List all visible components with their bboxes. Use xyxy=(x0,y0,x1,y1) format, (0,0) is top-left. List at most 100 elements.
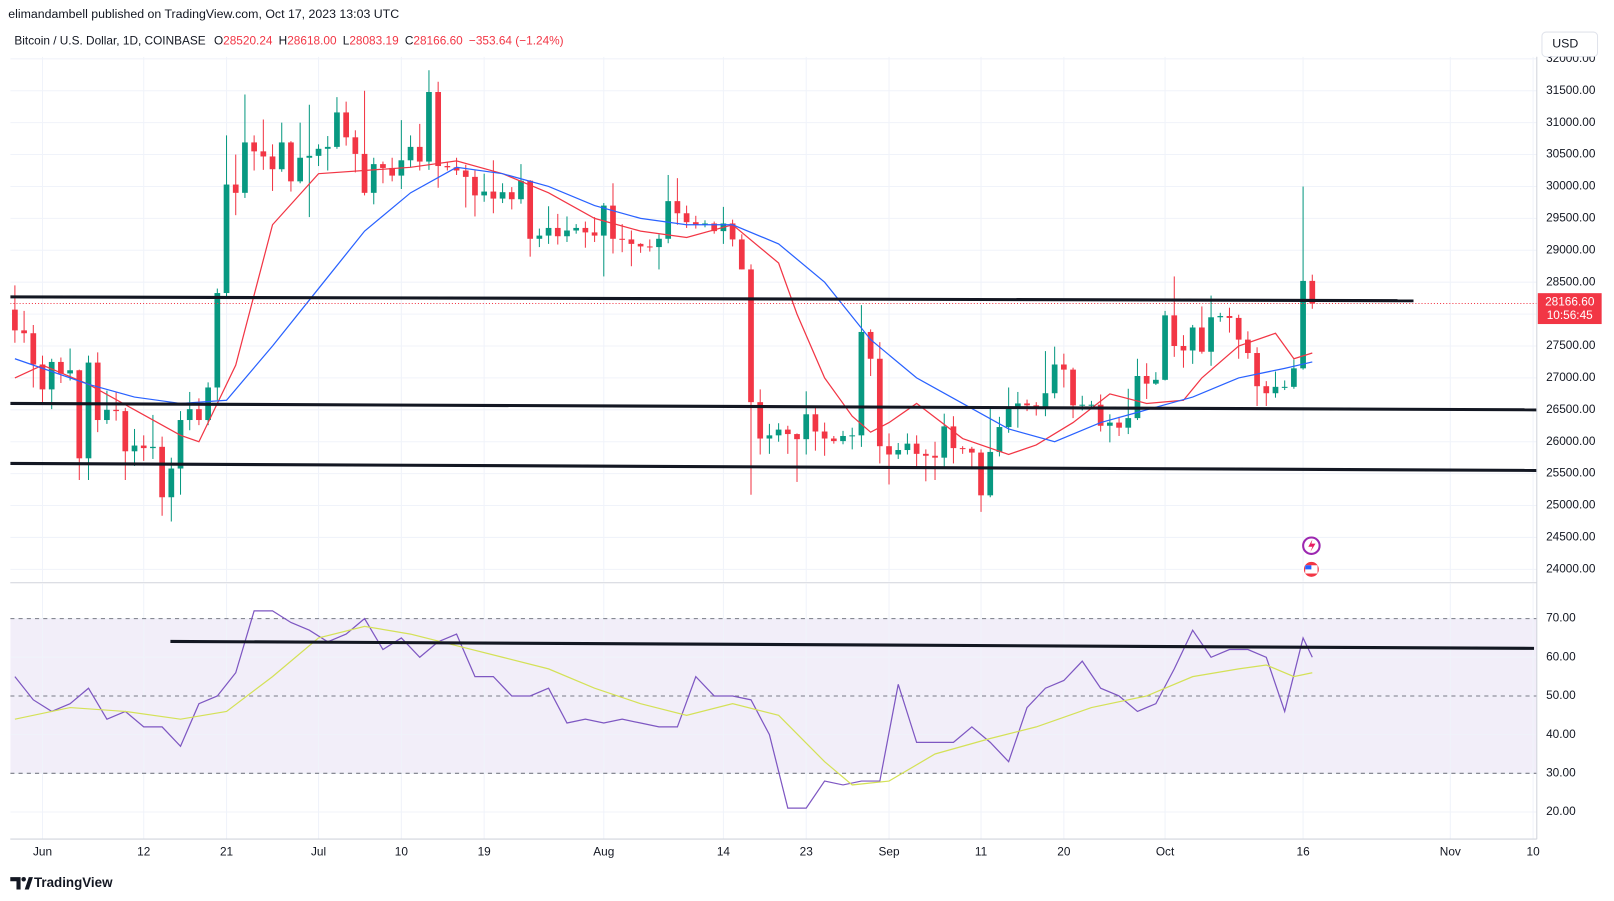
candle-body xyxy=(214,293,221,388)
candle-body xyxy=(738,239,745,270)
candle-body xyxy=(564,230,570,237)
rsi-pane xyxy=(10,583,1537,840)
candle-body xyxy=(361,153,368,193)
candle-body xyxy=(1143,375,1150,384)
x-tick-label: Nov xyxy=(1440,845,1461,859)
candle-body xyxy=(1309,280,1316,304)
x-tick-label: 14 xyxy=(717,845,731,859)
y-tick-label: 20.00 xyxy=(1546,804,1576,818)
logo-mark xyxy=(21,876,26,882)
candle-body xyxy=(288,142,294,182)
candle-body xyxy=(1116,422,1122,428)
candle-body xyxy=(610,205,616,239)
legend-key: C xyxy=(405,33,414,47)
y-tick-label: 25000.00 xyxy=(1546,498,1596,512)
candle-body xyxy=(481,191,488,196)
legend: Bitcoin / U.S. Dollar, 1D, COINBASE O2852… xyxy=(14,33,563,47)
candle-body xyxy=(803,414,810,440)
candle-body xyxy=(968,448,975,453)
y-tick-label: 27500.00 xyxy=(1546,338,1596,352)
candle-body xyxy=(646,246,653,248)
candle-body xyxy=(435,92,442,167)
x-tick-label: Jul xyxy=(311,845,326,859)
event-icon-glyph xyxy=(1305,565,1318,574)
candle-body xyxy=(554,227,561,237)
candle-body xyxy=(370,164,377,193)
logo-mark xyxy=(10,877,21,890)
last-price-tag xyxy=(1537,293,1602,325)
candle-body xyxy=(849,435,856,437)
candle-body xyxy=(21,330,27,334)
candle-body xyxy=(1051,364,1058,394)
candle-body xyxy=(840,435,846,442)
candle-body xyxy=(1263,386,1270,394)
event-icon-glyph xyxy=(1305,565,1312,570)
candle-body xyxy=(996,427,1003,452)
candle-body xyxy=(297,157,303,182)
candle-body xyxy=(444,166,451,168)
candle-body xyxy=(1291,368,1297,387)
candle-body xyxy=(913,443,920,454)
x-tick-label: Aug xyxy=(593,845,614,859)
candle-body xyxy=(959,448,966,450)
x-tick-label: Jun xyxy=(33,845,52,859)
currency-button-label[interactable]: USD xyxy=(1552,37,1578,51)
candle-body xyxy=(1125,418,1132,428)
candle-body xyxy=(1208,317,1214,352)
candle-body xyxy=(12,309,18,331)
currency-button[interactable] xyxy=(1541,31,1599,58)
legend-key: H xyxy=(279,33,288,47)
y-tick-label: 31500.00 xyxy=(1546,83,1596,97)
legend-title: Bitcoin / U.S. Dollar, 1D, COINBASE xyxy=(14,33,205,47)
candle-body xyxy=(306,155,313,158)
candle-body xyxy=(932,455,938,458)
candle-body xyxy=(1180,345,1187,351)
candle-body xyxy=(39,364,46,390)
candle-body xyxy=(1070,369,1076,406)
x-tick-label: Sep xyxy=(879,845,900,859)
x-tick-label: 19 xyxy=(478,845,492,859)
candle-body xyxy=(389,167,396,176)
event-icons xyxy=(1302,536,1321,579)
candle-body xyxy=(1189,327,1196,351)
candle-body xyxy=(1245,339,1251,354)
candle-body xyxy=(711,223,718,232)
candle-body xyxy=(1217,316,1224,318)
y-tick-label: 25500.00 xyxy=(1546,466,1596,480)
plot-layer: 24000.00 24500.00 25000.00 25500.00 26000.00… xyxy=(10,51,1596,840)
publisher-note: elimandambell published on TradingView.c… xyxy=(8,7,399,21)
y-tick-label: 26500.00 xyxy=(1546,402,1596,416)
candle-body xyxy=(1088,404,1095,406)
candle-body xyxy=(1097,404,1104,426)
logo-text: TradingView xyxy=(34,875,113,890)
y-tick-label: 32000.00 xyxy=(1546,51,1596,65)
x-tick-label: 23 xyxy=(800,845,814,859)
legend-key: L xyxy=(343,33,350,47)
y-tick-label: 29500.00 xyxy=(1546,210,1596,224)
legend-key: O xyxy=(214,33,223,47)
y-tick-label: 30500.00 xyxy=(1546,147,1596,161)
candle-body xyxy=(490,191,497,199)
candle-body xyxy=(159,446,165,498)
candle-body xyxy=(775,429,782,436)
candle-body xyxy=(186,409,193,421)
candle-body xyxy=(858,331,865,436)
candle-body xyxy=(573,227,580,231)
candle-body xyxy=(1281,386,1288,388)
event-icon-glyph xyxy=(1308,539,1316,552)
candle-body xyxy=(1272,386,1279,394)
legend-row: Bitcoin / U.S. Dollar, 1D, COINBASE O2852… xyxy=(14,33,563,47)
candle-body xyxy=(702,223,708,225)
candle-body xyxy=(1153,379,1159,384)
candle-body xyxy=(748,269,754,403)
candle-body xyxy=(416,146,423,162)
y-tick-label: 70.00 xyxy=(1546,611,1576,625)
price-axis: 24000.00 24500.00 25000.00 25500.00 26000.00… xyxy=(1546,51,1596,818)
candle-body xyxy=(886,446,892,455)
candle-body xyxy=(941,426,948,458)
candle-body xyxy=(1199,327,1205,352)
x-tick-label: 16 xyxy=(1296,845,1310,859)
candle-body xyxy=(536,235,543,239)
